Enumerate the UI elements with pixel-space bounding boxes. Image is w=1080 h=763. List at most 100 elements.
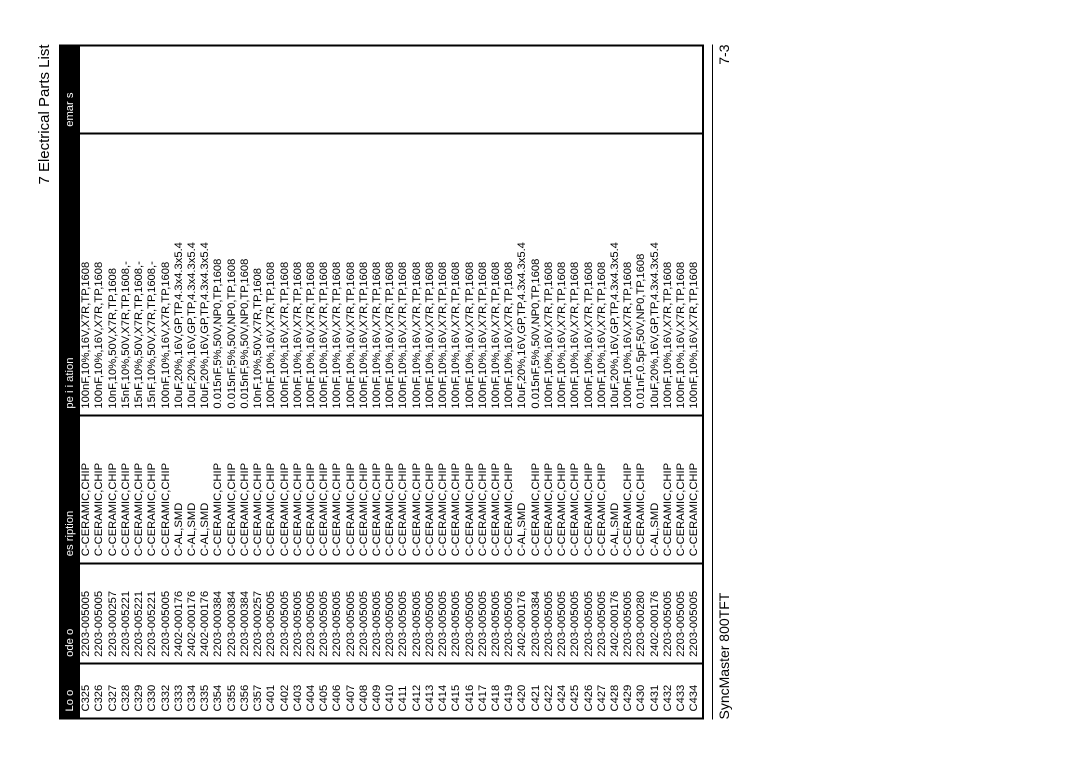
cell-rem bbox=[345, 46, 358, 133]
table-row: C4222203-005005C-CERAMIC,CHIP100nF,10%,1… bbox=[543, 46, 556, 717]
cell-rem bbox=[583, 46, 596, 133]
cell-desc: C-AL,SMD bbox=[186, 415, 199, 563]
cell-spec: 100nF,10%,16V,X7R,TP,1608 bbox=[464, 133, 477, 415]
cell-desc: C-CERAMIC,CHIP bbox=[358, 415, 371, 563]
cell-rem bbox=[173, 46, 186, 133]
cell-loc: C332 bbox=[160, 663, 173, 717]
cell-spec: 100nF,10%,16V,X7R,TP,1608 bbox=[411, 133, 424, 415]
table-row: C4262203-005005C-CERAMIC,CHIP100nF,10%,1… bbox=[583, 46, 596, 717]
cell-loc: C433 bbox=[675, 663, 688, 717]
cell-rem bbox=[331, 46, 344, 133]
cell-desc: C-CERAMIC,CHIP bbox=[662, 415, 675, 563]
cell-rem bbox=[292, 46, 305, 133]
cell-code: 2203-005221 bbox=[133, 563, 146, 664]
cell-rem bbox=[239, 46, 252, 133]
cell-rem bbox=[80, 46, 93, 133]
cell-desc: C-CERAMIC,CHIP bbox=[622, 415, 635, 563]
cell-spec: 15nF,10%,50V,X7R,TP,1608,- bbox=[133, 133, 146, 415]
cell-desc: C-CERAMIC,CHIP bbox=[556, 415, 569, 563]
cell-rem bbox=[199, 46, 212, 133]
cell-rem bbox=[265, 46, 278, 133]
cell-code: 2203-005005 bbox=[503, 563, 516, 664]
col-code: ode o bbox=[61, 563, 80, 664]
cell-spec: 100nF,10%,16V,X7R,TP,1608 bbox=[371, 133, 384, 415]
cell-code: 2203-005005 bbox=[384, 563, 397, 664]
cell-loc: C327 bbox=[107, 663, 120, 717]
cell-spec: 100nF,10%,16V,X7R,TP,1608 bbox=[490, 133, 503, 415]
table-row: C3342402-000176C-AL,SMD10uF,20%,16V,GP,T… bbox=[186, 46, 199, 717]
cell-desc: C-CERAMIC,CHIP bbox=[305, 415, 318, 563]
cell-desc: C-CERAMIC,CHIP bbox=[133, 415, 146, 563]
cell-desc: C-CERAMIC,CHIP bbox=[397, 415, 410, 563]
table-row: C4202402-000176C-AL,SMD10uF,20%,16V,GP,T… bbox=[516, 46, 529, 717]
table-row: C4172203-005005C-CERAMIC,CHIP100nF,10%,1… bbox=[477, 46, 490, 717]
cell-spec: 10uF,20%,16V,GP,TP,4.3x4.3x5.4 bbox=[199, 133, 212, 415]
cell-loc: C329 bbox=[133, 663, 146, 717]
table-row: C4192203-005005C-CERAMIC,CHIP100nF,10%,1… bbox=[503, 46, 516, 717]
cell-loc: C427 bbox=[596, 663, 609, 717]
cell-loc: C404 bbox=[305, 663, 318, 717]
cell-rem bbox=[371, 46, 384, 133]
cell-code: 2203-005005 bbox=[569, 563, 582, 664]
cell-spec: 100nF,10%,16V,X7R,TP,1608 bbox=[331, 133, 344, 415]
cell-spec: 100nF,10%,16V,X7R,TP,1608 bbox=[397, 133, 410, 415]
cell-loc: C431 bbox=[649, 663, 662, 717]
cell-spec: 0.015nF,5%,50V,NP0,TP,1608 bbox=[239, 133, 252, 415]
cell-rem bbox=[530, 46, 543, 133]
cell-spec: 100nF,10%,16V,X7R,TP,1608 bbox=[292, 133, 305, 415]
cell-desc: C-AL,SMD bbox=[199, 415, 212, 563]
table-row: C3332402-000176C-AL,SMD10uF,20%,16V,GP,T… bbox=[173, 46, 186, 717]
cell-spec: 0.015nF,5%,50V,NP0,TP,1608 bbox=[212, 133, 225, 415]
cell-rem bbox=[226, 46, 239, 133]
cell-loc: C420 bbox=[516, 663, 529, 717]
cell-loc: C405 bbox=[318, 663, 331, 717]
cell-desc: C-AL,SMD bbox=[173, 415, 186, 563]
table-row: C3352402-000176C-AL,SMD10uF,20%,16V,GP,T… bbox=[199, 46, 212, 717]
cell-desc: C-CERAMIC,CHIP bbox=[450, 415, 463, 563]
cell-loc: C417 bbox=[477, 663, 490, 717]
cell-code: 2203-005005 bbox=[279, 563, 292, 664]
cell-desc: C-CERAMIC,CHIP bbox=[265, 415, 278, 563]
cell-code: 2203-005005 bbox=[556, 563, 569, 664]
cell-code: 2203-000257 bbox=[252, 563, 265, 664]
footer-model: SyncMaster 800TFT bbox=[716, 592, 732, 719]
table-row: C3282203-005221C-CERAMIC,CHIP15nF,10%,50… bbox=[120, 46, 133, 717]
cell-loc: C406 bbox=[331, 663, 344, 717]
cell-loc: C429 bbox=[622, 663, 635, 717]
table-row: C3292203-005221C-CERAMIC,CHIP15nF,10%,50… bbox=[133, 46, 146, 717]
cell-code: 2402-000176 bbox=[649, 563, 662, 664]
cell-spec: 100nF,10%,16V,X7R,TP,1608 bbox=[583, 133, 596, 415]
cell-desc: C-CERAMIC,CHIP bbox=[424, 415, 437, 563]
cell-code: 2203-005005 bbox=[292, 563, 305, 664]
cell-desc: C-CERAMIC,CHIP bbox=[226, 415, 239, 563]
cell-loc: C428 bbox=[609, 663, 622, 717]
cell-desc: C-CERAMIC,CHIP bbox=[411, 415, 424, 563]
cell-spec: 100nF,10%,16V,X7R,TP,1608 bbox=[543, 133, 556, 415]
col-spec: pe i i ation bbox=[61, 133, 80, 415]
cell-desc: C-CERAMIC,CHIP bbox=[107, 415, 120, 563]
cell-loc: C415 bbox=[450, 663, 463, 717]
cell-spec: 100nF,10%,16V,X7R,TP,1608 bbox=[662, 133, 675, 415]
cell-desc: C-CERAMIC,CHIP bbox=[490, 415, 503, 563]
cell-desc: C-AL,SMD bbox=[516, 415, 529, 563]
cell-code: 2203-005005 bbox=[160, 563, 173, 664]
cell-rem bbox=[688, 46, 701, 133]
cell-rem bbox=[675, 46, 688, 133]
cell-loc: C416 bbox=[464, 663, 477, 717]
cell-code: 2203-005005 bbox=[411, 563, 424, 664]
cell-rem bbox=[569, 46, 582, 133]
table-row: C4322203-005005C-CERAMIC,CHIP100nF,10%,1… bbox=[662, 46, 675, 717]
cell-spec: 15nF,10%,50V,X7R,TP,1608,- bbox=[146, 133, 159, 415]
cell-loc: C425 bbox=[569, 663, 582, 717]
cell-desc: C-CERAMIC,CHIP bbox=[437, 415, 450, 563]
cell-desc: C-CERAMIC,CHIP bbox=[212, 415, 225, 563]
table-row: C3552203-000384C-CERAMIC,CHIP0.015nF,5%,… bbox=[226, 46, 239, 717]
cell-spec: 100nF,10%,16V,X7R,TP,1608 bbox=[265, 133, 278, 415]
cell-desc: C-CERAMIC,CHIP bbox=[583, 415, 596, 563]
cell-rem bbox=[384, 46, 397, 133]
cell-spec: 100nF,10%,16V,X7R,TP,1608 bbox=[358, 133, 371, 415]
cell-spec: 100nF,10%,16V,X7R,TP,1608 bbox=[477, 133, 490, 415]
cell-code: 2203-005005 bbox=[265, 563, 278, 664]
cell-spec: 100nF,10%,16V,X7R,TP,1608 bbox=[93, 133, 106, 415]
cell-spec: 10uF,20%,16V,GP,TP,4.3x4.3x5.4 bbox=[173, 133, 186, 415]
